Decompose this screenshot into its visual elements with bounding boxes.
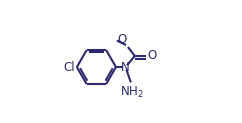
Text: Cl: Cl	[64, 61, 75, 74]
Text: O: O	[117, 33, 127, 46]
Text: O: O	[148, 49, 157, 62]
Text: N: N	[121, 61, 130, 74]
Text: NH$_2$: NH$_2$	[120, 85, 144, 100]
